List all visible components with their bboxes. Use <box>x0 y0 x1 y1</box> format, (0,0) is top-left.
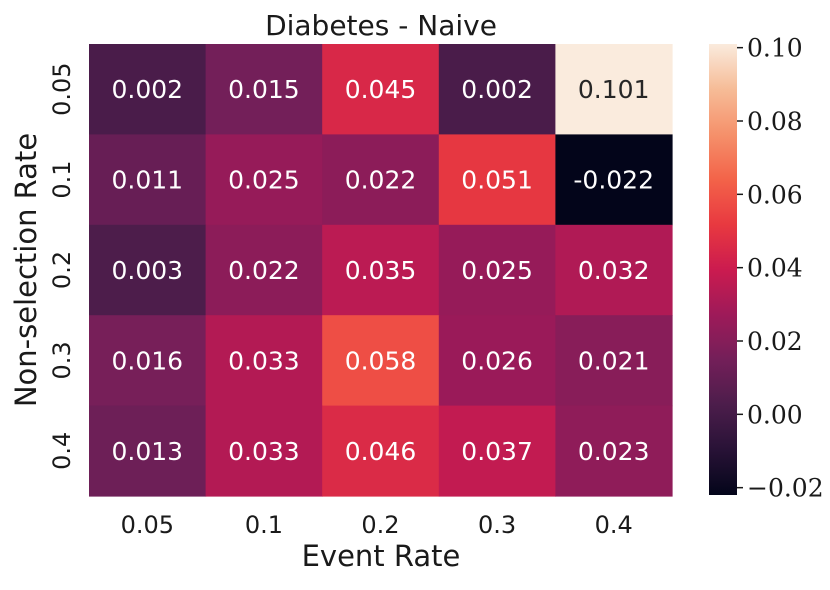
y-tick-label: 0.1 <box>48 161 76 199</box>
heatmap-cell <box>205 405 323 497</box>
y-tick-label: 0.4 <box>48 432 76 470</box>
heatmap-cell <box>89 134 207 226</box>
cell-label: 0.037 <box>461 437 533 466</box>
cell-label: 0.021 <box>578 346 650 375</box>
heatmap-cell <box>322 405 440 497</box>
heatmap-cell <box>555 224 673 316</box>
colorbar-tick-label: 0.00 <box>747 400 803 429</box>
x-tick-label: 0.2 <box>361 511 399 539</box>
x-axis-label: Event Rate <box>302 539 461 573</box>
x-tick-label: 0.4 <box>595 511 633 539</box>
colorbar-tick-label: 0.02 <box>747 327 803 356</box>
heatmap-cell <box>89 405 207 497</box>
cell-label: 0.003 <box>112 256 184 285</box>
colorbar <box>709 44 737 495</box>
cell-label: 0.032 <box>578 256 650 285</box>
cell-label: -0.022 <box>573 166 654 195</box>
y-tick-labels: 0.05 0.1 0.2 0.3 0.4 <box>48 62 76 469</box>
cell-label: 0.002 <box>112 75 184 104</box>
cell-label: 0.023 <box>578 437 650 466</box>
heatmap-cell <box>89 315 207 407</box>
cell-label: 0.022 <box>228 256 300 285</box>
chart-title: Diabetes - Naive <box>265 9 497 42</box>
colorbar-tick-label: 0.08 <box>747 107 803 136</box>
cell-label: 0.011 <box>112 166 184 195</box>
heatmap-cell <box>555 405 673 497</box>
heatmap-cell <box>205 134 323 226</box>
colorbar-tick-label: −0.02 <box>747 474 824 503</box>
cell-label: 0.025 <box>461 256 533 285</box>
x-tick-label: 0.1 <box>245 511 283 539</box>
cell-label: 0.046 <box>345 437 417 466</box>
cell-label: 0.022 <box>345 166 417 195</box>
cell-label: 0.035 <box>345 256 417 285</box>
heatmap-cell <box>438 315 556 407</box>
colorbar-tick-label: 0.06 <box>747 180 803 209</box>
heatmap-cell <box>438 134 556 226</box>
y-axis-label: Non-selection Rate <box>9 133 43 407</box>
heatmap-cell <box>322 44 440 135</box>
heatmap-cell <box>555 315 673 407</box>
cell-label: 0.025 <box>228 166 300 195</box>
heatmap-cell <box>438 44 556 135</box>
x-tick-label: 0.05 <box>121 511 174 539</box>
cell-label: 0.101 <box>578 75 650 104</box>
heatmap-cell <box>205 224 323 316</box>
cell-label: 0.013 <box>112 437 184 466</box>
cell-label: 0.015 <box>228 75 300 104</box>
heatmap-cell <box>205 44 323 135</box>
colorbar-ticks: 0.10 0.08 0.06 0.04 0.02 0.00 −0.02 <box>737 34 824 503</box>
cell-label: 0.033 <box>228 346 300 375</box>
colorbar-tick-label: 0.10 <box>747 34 803 63</box>
cell-label: 0.033 <box>228 437 300 466</box>
cell-label: 0.026 <box>461 346 533 375</box>
heatmap-cell <box>89 44 207 135</box>
heatmap-cell <box>438 405 556 497</box>
cell-label: 0.016 <box>112 346 184 375</box>
colorbar-tick-label: 0.04 <box>747 254 803 283</box>
heatmap-cell <box>322 224 440 316</box>
cell-label: 0.051 <box>461 166 533 195</box>
heatmap-cell <box>89 224 207 316</box>
cell-label: 0.002 <box>461 75 533 104</box>
heatmap-cell <box>555 44 673 135</box>
y-tick-label: 0.05 <box>48 62 76 115</box>
y-tick-label: 0.3 <box>48 341 76 379</box>
heatmap-cell <box>322 315 440 407</box>
heatmap-cell <box>555 134 673 226</box>
heatmap-cell <box>438 224 556 316</box>
cell-label: 0.058 <box>345 346 417 375</box>
heatmap-cells: 0.002 0.015 0.045 0.002 0.101 0.011 0.025 0.022… <box>89 44 673 497</box>
heatmap-cell <box>205 315 323 407</box>
cell-label: 0.045 <box>345 75 417 104</box>
x-tick-labels: 0.05 0.1 0.2 0.3 0.4 <box>121 511 633 539</box>
x-tick-label: 0.3 <box>478 511 516 539</box>
heatmap-cell <box>322 134 440 226</box>
y-tick-label: 0.2 <box>48 251 76 289</box>
